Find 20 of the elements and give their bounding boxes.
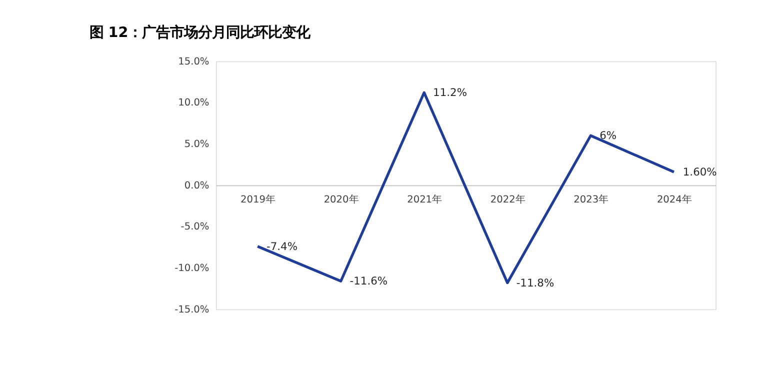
data-label: 6%	[600, 129, 617, 142]
x-tick-label: 2020年	[324, 194, 359, 206]
y-tick-label: 5.0%	[184, 139, 210, 150]
y-tick-label: 10.0%	[178, 98, 210, 109]
y-tick-label: 15.0%	[178, 56, 210, 68]
data-label: 1.60%	[682, 166, 717, 179]
data-label: 11.2%	[433, 86, 467, 100]
y-tick-label: -15.0%	[174, 304, 210, 316]
y-tick-label: -5.0%	[180, 222, 210, 233]
x-tick-label: 2023年	[574, 194, 609, 206]
chart-title: 图 12：广告市场分月同比环比变化	[89, 24, 312, 42]
y-tick-label: -10.0%	[174, 263, 210, 274]
y-tick-label: 0.0%	[184, 180, 210, 192]
x-tick-label: 2022年	[490, 194, 526, 206]
data-label: -11.6%	[350, 274, 388, 288]
x-tick-label: 2019年	[240, 194, 276, 206]
x-tick-label: 2021年	[407, 194, 442, 206]
x-tick-label: 2024年	[656, 194, 692, 206]
data-label: -11.8%	[516, 276, 554, 290]
data-label: -7.4%	[266, 240, 298, 253]
